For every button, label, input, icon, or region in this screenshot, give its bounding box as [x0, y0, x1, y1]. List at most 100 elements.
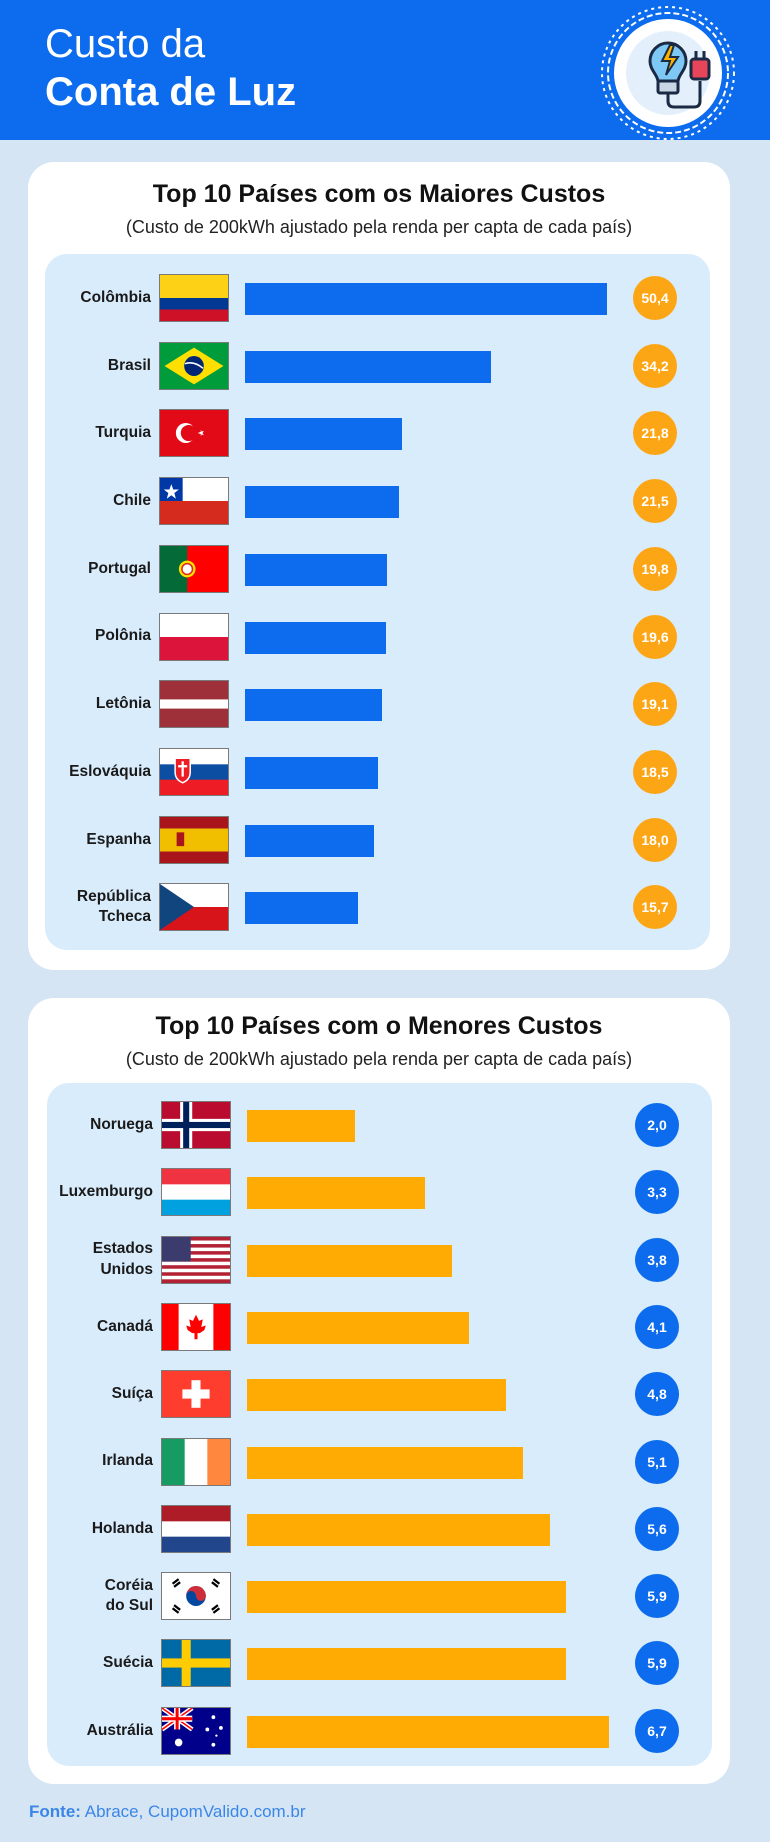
chart-row: Espanha 18,0 [45, 815, 710, 864]
slovakia-flag-icon [159, 747, 229, 796]
value-label: 18,0 [633, 817, 677, 862]
bar [247, 1648, 566, 1681]
colombia-flag-icon [159, 274, 229, 322]
poland-flag-icon [159, 612, 229, 661]
chart-row: Brasil 34,2 [45, 341, 710, 390]
bar [247, 1110, 355, 1142]
bar [245, 283, 607, 315]
chart-row: Letônia 19,1 [45, 680, 710, 729]
lowest-costs-chart: Noruega 2,0 Luxemburgo 3,3 Estados Unidos 3,8… [47, 1083, 712, 1766]
category-label: Holanda [91, 1519, 153, 1537]
value-label: 19,1 [633, 682, 677, 727]
bar [245, 418, 402, 451]
brazil-flag-icon [159, 341, 229, 390]
chart-title: Top 10 Países com os Maiores Custos [152, 180, 606, 208]
chart-row: Turquia 21,8 [45, 409, 710, 458]
chart-row: Chile 21,5 [45, 477, 710, 526]
category-label: Noruega [90, 1115, 153, 1133]
category-label: Brasil [107, 356, 151, 374]
usa-flag-icon [161, 1235, 231, 1284]
ireland-flag-icon [161, 1437, 231, 1486]
bar [245, 689, 382, 722]
value-label: 4,8 [635, 1372, 679, 1417]
value-label: 3,8 [635, 1237, 679, 1282]
bar [247, 1177, 425, 1210]
source-footer: Fonte: Abrace, CupomValido.com.br [29, 1802, 306, 1822]
category-label: Estados Unidos [92, 1240, 153, 1278]
sweden-flag-icon [161, 1639, 231, 1688]
bar [247, 1715, 609, 1748]
bar [245, 824, 374, 857]
luxembourg-flag-icon [161, 1168, 231, 1217]
chart-row: Luxemburgo 3,3 [47, 1168, 712, 1217]
value-label: 5,9 [635, 1574, 679, 1619]
category-label: Colômbia [80, 288, 151, 306]
bar [247, 1311, 469, 1344]
bar [247, 1244, 452, 1277]
chart-title: Top 10 Países com o Menores Custos [155, 1012, 603, 1040]
bar [245, 486, 399, 519]
chart-row: Canadá 4,1 [47, 1302, 712, 1351]
value-label: 19,6 [633, 614, 677, 659]
value-label: 4,1 [635, 1304, 679, 1349]
south-korea-flag-icon [161, 1572, 231, 1621]
chart-row: Polônia 19,6 [45, 612, 710, 661]
bar [245, 892, 358, 925]
category-label: Polônia [95, 627, 151, 645]
category-label: Letônia [95, 695, 151, 713]
value-label: 18,5 [633, 749, 677, 794]
lightbulb-plug-icon [598, 3, 738, 143]
chart-row: Suíça 4,8 [47, 1370, 712, 1419]
bar [245, 621, 386, 654]
category-label: Portugal [88, 559, 151, 577]
bar [245, 756, 378, 789]
value-label: 15,7 [633, 885, 677, 930]
chart-row: Estados Unidos 3,8 [47, 1235, 712, 1284]
category-label: Eslováquia [69, 762, 151, 780]
chart-row: Holanda 5,6 [47, 1504, 712, 1553]
category-label: Canadá [97, 1317, 153, 1335]
chart-row: Austrália 6,7 [47, 1706, 712, 1755]
value-label: 5,1 [635, 1439, 679, 1484]
chart-subtitle: (Custo de 200kWh ajustado pela renda per… [125, 217, 633, 237]
value-label: 21,8 [633, 411, 677, 456]
portugal-flag-icon [159, 544, 229, 593]
header-title-line2: Conta de Luz [45, 70, 297, 114]
latvia-flag-icon [159, 680, 229, 729]
value-label: 19,8 [633, 546, 677, 591]
chart-row: Suécia 5,9 [47, 1639, 712, 1688]
category-label: Turquia [95, 424, 151, 442]
bar [247, 1379, 506, 1412]
value-label: 3,3 [635, 1170, 679, 1215]
turkey-flag-icon [159, 409, 229, 458]
czech-flag-icon [159, 883, 229, 932]
category-label: Luxemburgo [59, 1183, 153, 1201]
norway-flag-icon [161, 1101, 231, 1149]
header-title-line1: Custo da [45, 22, 206, 66]
value-label: 5,6 [635, 1506, 679, 1551]
category-label: Suíça [111, 1385, 153, 1403]
value-label: 5,9 [635, 1641, 679, 1686]
category-label: Austrália [86, 1721, 153, 1739]
spain-flag-icon [159, 815, 229, 864]
bar [245, 553, 387, 586]
source-label: Fonte: [29, 1802, 81, 1821]
bar [247, 1581, 566, 1614]
chart-row: República Tcheca 15,7 [45, 883, 710, 932]
category-label: República Tcheca [76, 888, 151, 926]
top-costs-chart: Colômbia 50,4 Brasil 34,2 Turquia 21,8 Chile 21… [45, 254, 710, 950]
australia-flag-icon [161, 1706, 231, 1755]
chart-subtitle: (Custo de 200kWh ajustado pela renda per… [125, 1049, 633, 1069]
category-label: Coréia do Sul [104, 1576, 153, 1615]
chart-row: Eslováquia 18,5 [45, 747, 710, 796]
netherlands-flag-icon [161, 1504, 231, 1553]
category-label: Chile [113, 492, 151, 510]
source-text: Abrace, CupomValido.com.br [84, 1802, 306, 1821]
chart-row: Portugal 19,8 [45, 544, 710, 593]
category-label: Irlanda [102, 1452, 153, 1470]
switzerland-flag-icon [161, 1370, 231, 1419]
bar [245, 350, 491, 383]
chart-row: Irlanda 5,1 [47, 1437, 712, 1486]
chart-row: Noruega 2,0 [47, 1101, 712, 1149]
chart-row: Coréia do Sul 5,9 [47, 1572, 712, 1621]
